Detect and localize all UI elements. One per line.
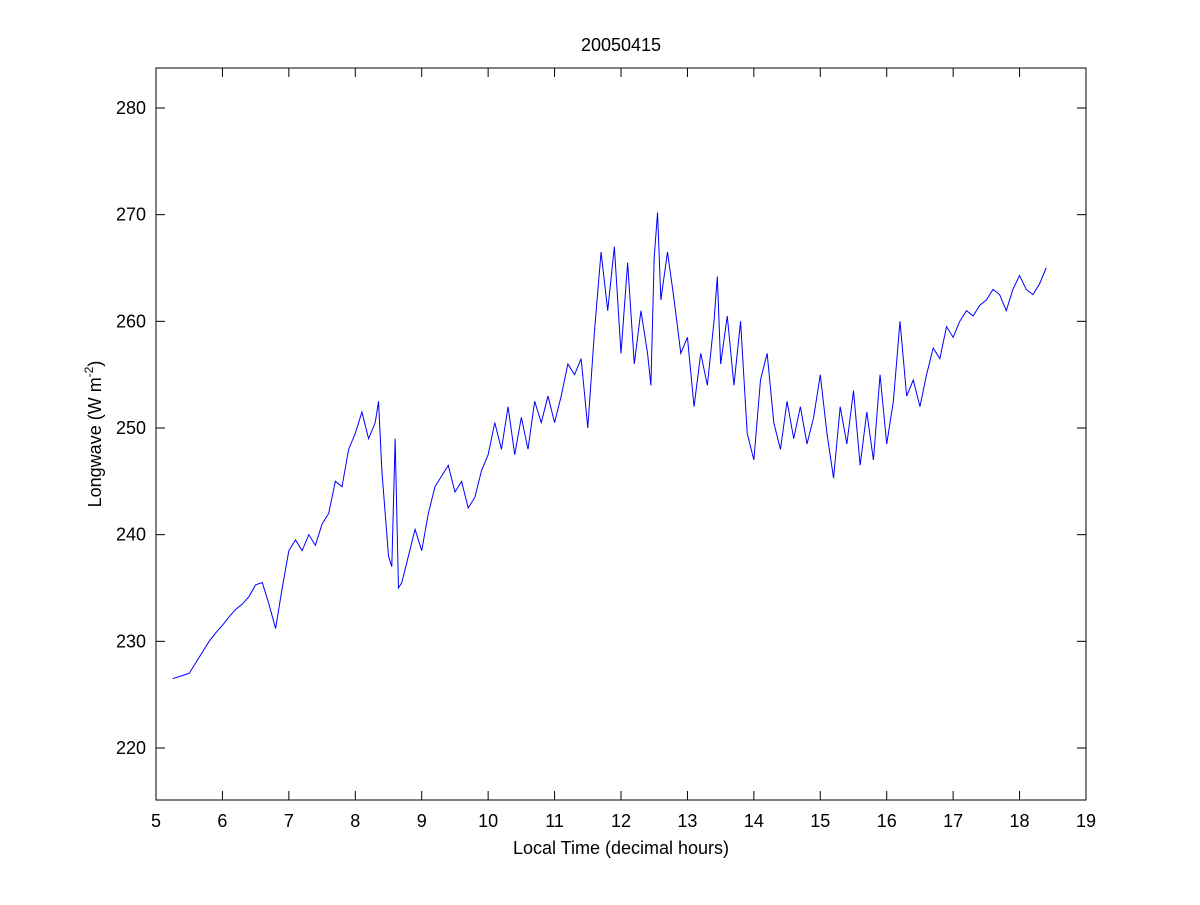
x-tick-label: 5 [151,811,161,831]
y-tick-label: 240 [116,525,146,545]
x-tick-label: 10 [478,811,498,831]
y-tick-label: 280 [116,98,146,118]
y-tick-label: 270 [116,205,146,225]
x-tick-label: 15 [810,811,830,831]
plot-area [155,67,1087,801]
x-tick-label: 11 [545,811,564,831]
x-tick-label: 12 [611,811,631,831]
y-axis-label-text: Longwave (W m [85,377,105,507]
x-tick-label: 8 [350,811,360,831]
y-axis-label: Longwave (W m-2) [82,361,105,508]
x-tick-label: 9 [417,811,427,831]
x-tick-label: 19 [1076,811,1096,831]
y-tick-label: 230 [116,631,146,651]
y-tick-label: 220 [116,738,146,758]
x-tick-label: 18 [1010,811,1030,831]
y-axis-label-superscript: -2 [82,366,96,377]
data-line [172,212,1047,680]
y-tick-label: 250 [116,418,146,438]
x-tick-label: 13 [677,811,697,831]
chart-title: 20050415 [581,35,661,55]
x-tick-label: 17 [943,811,963,831]
x-tick-label: 16 [877,811,897,831]
x-tick-label: 7 [284,811,294,831]
y-axis-label-suffix: ) [85,361,105,367]
x-tick-label: 14 [744,811,764,831]
x-tick-label: 6 [217,811,227,831]
y-tick-label: 260 [116,311,146,331]
x-axis-label: Local Time (decimal hours) [513,838,729,858]
